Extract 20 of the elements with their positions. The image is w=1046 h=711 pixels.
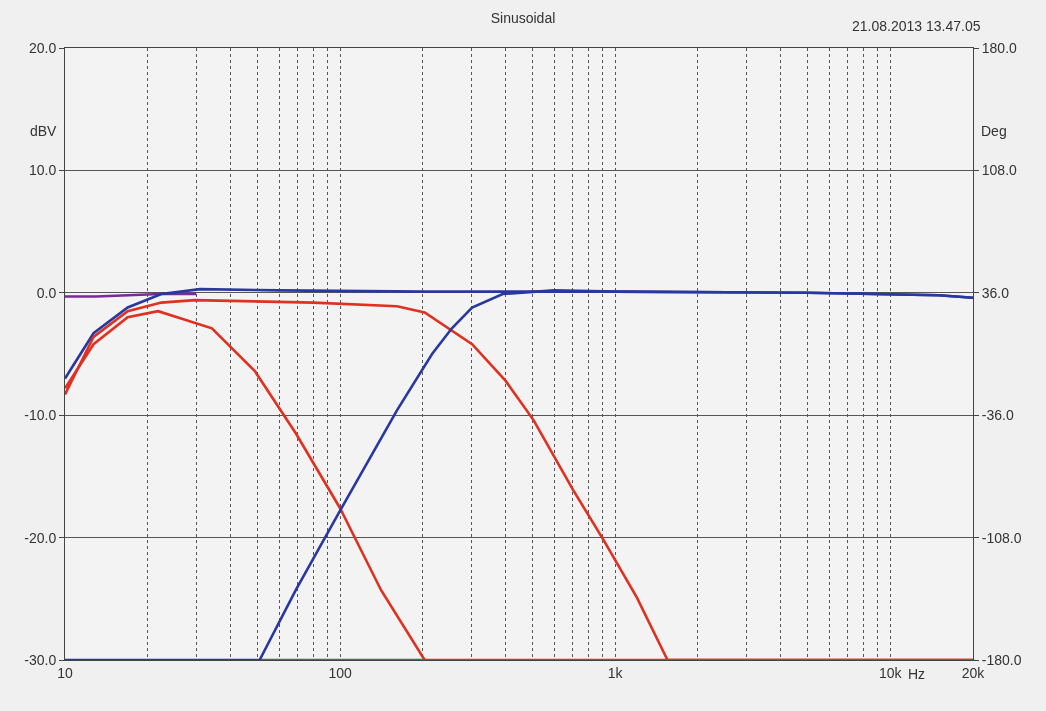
y-tick-label: -30.0 [24, 651, 57, 668]
chart-title: Sinusoidal [490, 9, 556, 26]
x-axis-title: Hz [908, 666, 926, 682]
y2-tick-label: 108.0 [981, 162, 1018, 179]
y-tick-label: 0.0 [36, 284, 57, 301]
y-tick-label: -10.0 [24, 407, 57, 424]
y2-tick-label: -108.0 [981, 529, 1022, 546]
y2-tick-label: -36.0 [981, 407, 1014, 424]
x-tick-label: 100 [328, 664, 352, 681]
x-tick-label: 1k [607, 664, 624, 681]
y-axis-title: dBV [30, 123, 58, 139]
y2-tick-label: 36.0 [981, 284, 1010, 301]
y-tick-label: 20.0 [28, 39, 57, 56]
text: 21.08.2013 13.47.05 [852, 18, 981, 34]
y-tick-label: 10.0 [28, 162, 57, 179]
x-tick-label: 10 [57, 664, 73, 681]
x-tick-label: 10k [878, 664, 903, 681]
y2-tick-label: 180.0 [981, 39, 1018, 56]
y2-axis-title: Deg [981, 123, 1007, 139]
y-tick-label: -20.0 [24, 529, 57, 546]
